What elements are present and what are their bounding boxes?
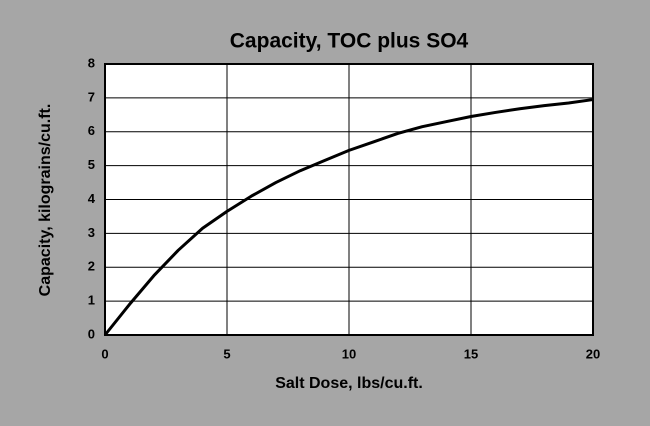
y-tick-label: 2 <box>88 259 95 274</box>
x-tick-label: 15 <box>464 346 478 361</box>
y-tick-label: 7 <box>88 89 95 104</box>
y-tick-label: 6 <box>88 123 95 138</box>
y-tick-label: 0 <box>88 326 95 341</box>
y-tick-label: 3 <box>88 225 95 240</box>
y-tick-label: 8 <box>88 55 95 70</box>
plot-border <box>104 63 594 336</box>
chart-title: Capacity, TOC plus SO4 <box>230 30 469 53</box>
y-axis-label: Capacity, kilograins/cu.ft. <box>37 104 54 297</box>
x-tick-label: 10 <box>342 346 356 361</box>
x-tick-label: 20 <box>586 346 600 361</box>
line <box>103 98 594 336</box>
x-tick-label: 5 <box>223 346 230 361</box>
x-axis-label: Salt Dose, lbs/cu.ft. <box>275 375 423 392</box>
y-tick-label: 1 <box>88 293 95 308</box>
y-tick-label: 4 <box>88 191 96 206</box>
x-tick-label: 0 <box>101 346 108 361</box>
y-tick-label: 5 <box>88 157 95 172</box>
